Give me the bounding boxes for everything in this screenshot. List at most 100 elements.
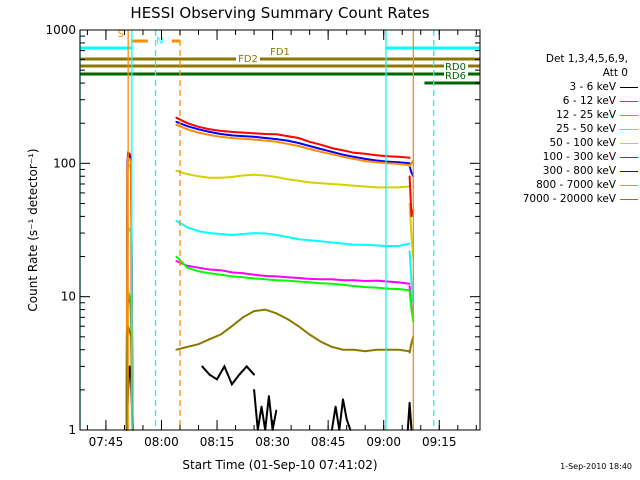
series-point — [242, 174, 244, 177]
series-point — [342, 279, 344, 282]
flag-label: N — [156, 36, 163, 47]
series-point — [253, 232, 255, 234]
series-point — [353, 243, 355, 246]
series-point — [286, 276, 289, 279]
series-point — [208, 131, 211, 133]
legend-entry: 50 - 100 keV — [470, 136, 638, 150]
series-point — [319, 182, 322, 185]
series-point — [353, 157, 355, 160]
series-point — [364, 160, 367, 162]
series-point — [297, 277, 300, 279]
series-point — [201, 365, 204, 368]
series-100-300-kev — [125, 116, 415, 431]
series-point — [308, 145, 311, 147]
flag-label-bg — [101, 28, 126, 39]
series-point — [267, 395, 270, 397]
series-point — [253, 138, 255, 141]
series-point — [286, 139, 289, 142]
x-tick-label: 08:45 — [311, 435, 346, 449]
legend-entry: 6 - 12 keV — [470, 94, 638, 108]
series-point — [353, 285, 355, 288]
legend-entry: 300 - 800 keV — [470, 164, 638, 178]
series-point — [330, 150, 333, 153]
legend-swatch — [620, 100, 638, 102]
series-point — [186, 125, 189, 128]
series-point — [242, 316, 244, 319]
series-point — [128, 295, 131, 298]
legend-entry: 100 - 300 keV — [470, 150, 638, 164]
legend-entry-label: 6 - 12 keV — [562, 95, 616, 107]
y-axis-ticks: 1 10 100 1000 — [45, 23, 480, 437]
series-point — [230, 234, 233, 236]
series-point — [330, 282, 333, 285]
legend-entry: 12 - 25 keV — [470, 108, 638, 122]
series-point — [408, 165, 411, 168]
series-point — [330, 278, 333, 281]
series-point — [297, 142, 300, 144]
series-point — [410, 215, 413, 218]
series-point — [197, 266, 200, 269]
flag-label: RD6 — [445, 71, 466, 82]
series-point — [353, 184, 355, 187]
series-point — [197, 175, 200, 178]
series-line — [175, 120, 410, 165]
series-point — [408, 175, 411, 178]
series-point — [242, 276, 244, 279]
series-point — [308, 239, 311, 242]
series-point — [286, 279, 289, 282]
series-point — [397, 281, 400, 284]
series-point — [275, 176, 278, 178]
series-point — [297, 145, 300, 147]
series-point — [297, 238, 300, 241]
y-tick-label: 100 — [53, 156, 76, 170]
series-line — [406, 402, 413, 431]
series-point — [264, 137, 267, 139]
plot-frame — [79, 29, 481, 431]
series-point — [410, 342, 413, 344]
series-point — [397, 245, 400, 247]
series-point — [128, 330, 131, 333]
series-point — [208, 176, 211, 179]
legend-entry-label: 800 - 7000 keV — [536, 179, 616, 191]
series-point — [260, 405, 263, 408]
legend-entry-label: 12 - 25 keV — [556, 109, 616, 121]
series-point — [364, 157, 367, 160]
flag-label-bg — [268, 46, 292, 57]
series-point — [175, 120, 178, 123]
series-point — [397, 348, 400, 351]
series-50-100-kev — [125, 159, 415, 431]
series-point — [253, 173, 255, 176]
timestamp: 1-Sep-2010 18:40 — [560, 462, 632, 471]
series-point — [330, 183, 333, 185]
series-point — [219, 133, 222, 135]
series-point — [386, 186, 389, 189]
series-point — [286, 142, 289, 145]
series-point — [386, 348, 389, 351]
series-point — [410, 162, 413, 165]
series-point — [353, 151, 355, 154]
series-point — [319, 148, 322, 150]
series-point — [175, 348, 178, 351]
legend-swatch — [620, 184, 638, 186]
series-point — [342, 153, 344, 156]
series-point — [186, 122, 189, 125]
series-point — [253, 373, 255, 376]
series-point — [386, 162, 389, 165]
series-point — [364, 280, 367, 282]
series-point — [286, 178, 289, 181]
series-point — [386, 280, 389, 283]
series-point — [264, 133, 267, 135]
series-point — [345, 418, 348, 421]
flag-label-bg — [147, 35, 172, 46]
series-point — [330, 147, 333, 150]
legend-swatch — [620, 170, 638, 172]
series-point — [128, 155, 131, 158]
series-point — [410, 280, 413, 283]
series-point — [397, 288, 400, 290]
series-line — [201, 364, 255, 387]
series-point — [397, 186, 400, 189]
series-point — [186, 226, 189, 229]
flag-label-bg — [444, 61, 468, 72]
series-point — [297, 137, 300, 139]
legend-swatch — [620, 156, 638, 158]
